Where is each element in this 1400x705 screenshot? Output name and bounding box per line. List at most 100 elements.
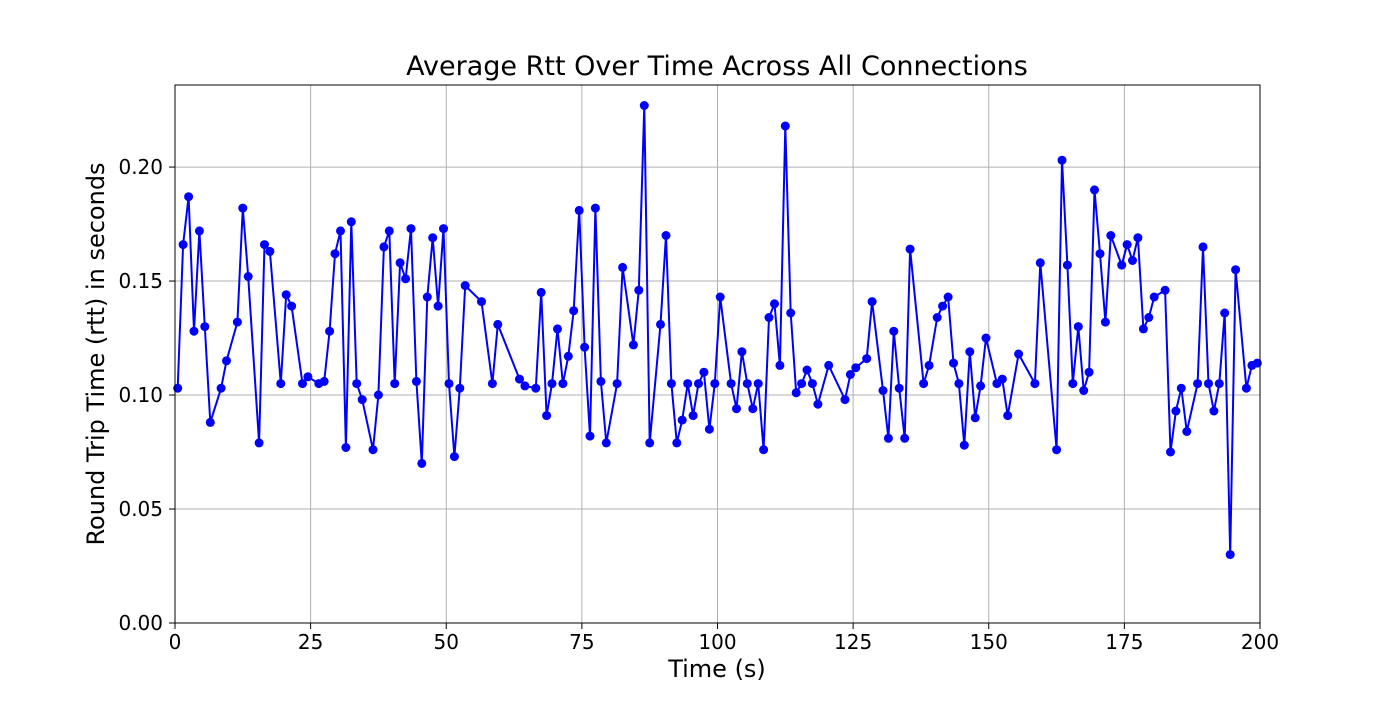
data-point — [1128, 256, 1137, 265]
data-point — [840, 395, 850, 405]
data-point — [574, 205, 584, 215]
data-point — [303, 372, 313, 382]
data-point — [780, 121, 790, 131]
data-point — [672, 438, 682, 448]
data-point — [699, 367, 709, 377]
data-point — [1220, 308, 1230, 318]
data-point — [726, 379, 736, 389]
data-point — [1193, 379, 1203, 389]
data-point — [200, 322, 210, 332]
data-point — [661, 231, 671, 240]
data-point — [1241, 383, 1251, 393]
x-tick-label: 100 — [698, 630, 736, 654]
data-point — [265, 246, 275, 256]
data-point — [1095, 249, 1105, 259]
data-point — [422, 292, 432, 302]
data-point — [395, 258, 405, 268]
data-point — [563, 351, 573, 361]
data-point — [330, 249, 340, 259]
axis-ticks: 0 25 50 75 100 125 150 175 200 0.00 0.05 0.10 0.15 0.… — [118, 155, 1279, 654]
data-point — [932, 313, 942, 322]
data-point — [1204, 379, 1213, 389]
data-point — [694, 379, 703, 389]
data-point — [596, 376, 606, 386]
data-point — [683, 379, 693, 389]
x-tick-label: 200 — [1241, 630, 1279, 654]
data-point — [590, 203, 600, 213]
data-point — [759, 445, 769, 455]
x-tick-label: 125 — [834, 630, 872, 654]
data-point — [585, 431, 595, 441]
y-axis-label: Round Trip Time (rtt) in seconds — [82, 162, 110, 545]
data-point — [737, 347, 747, 357]
data-point — [379, 242, 389, 252]
data-point — [883, 433, 893, 443]
data-point — [493, 319, 503, 329]
data-point — [1079, 386, 1089, 395]
data-point — [580, 342, 590, 352]
y-tick-label: 0.15 — [118, 269, 163, 293]
data-point — [1149, 292, 1159, 302]
data-point — [938, 301, 948, 311]
data-point — [862, 354, 872, 364]
data-point — [1144, 313, 1154, 322]
data-point — [553, 324, 562, 334]
y-tick-label: 0.10 — [118, 383, 163, 407]
data-point — [1062, 260, 1072, 270]
data-point — [373, 390, 383, 400]
data-point — [976, 381, 986, 391]
data-point — [965, 347, 975, 357]
data-point — [753, 379, 763, 389]
x-tick-label: 150 — [970, 630, 1008, 654]
data-point — [618, 262, 628, 272]
data-point — [919, 379, 929, 389]
data-point — [1100, 317, 1110, 327]
data-point — [281, 290, 291, 300]
data-point — [384, 226, 394, 236]
data-point — [797, 379, 807, 389]
data-point — [1122, 240, 1132, 250]
x-tick-label: 175 — [1105, 630, 1143, 654]
data-point — [954, 379, 964, 389]
data-point — [645, 438, 655, 448]
data-point — [878, 386, 888, 395]
data-point — [742, 379, 752, 389]
data-point — [807, 379, 817, 389]
data-point — [1030, 379, 1040, 389]
data-point — [666, 379, 676, 389]
data-point — [656, 319, 665, 329]
data-point — [1106, 231, 1116, 240]
data-point — [612, 379, 622, 389]
data-point — [889, 326, 899, 336]
data-point — [477, 297, 486, 307]
data-point — [764, 313, 774, 322]
data-point — [634, 285, 644, 295]
data-point — [924, 360, 934, 370]
data-point — [1198, 242, 1208, 252]
data-point — [770, 299, 779, 309]
data-point — [368, 445, 378, 455]
data-point — [1214, 379, 1224, 389]
data-point — [775, 360, 785, 370]
data-point — [867, 297, 877, 307]
data-point — [1014, 349, 1024, 359]
data-point — [1090, 185, 1099, 195]
data-point — [222, 356, 231, 366]
data-point — [319, 376, 329, 386]
data-point — [1176, 383, 1186, 393]
data-point — [558, 379, 568, 389]
data-point — [905, 244, 915, 254]
data-point — [688, 411, 698, 421]
data-point — [232, 317, 242, 327]
data-point — [851, 363, 861, 373]
data-point — [1209, 406, 1219, 416]
data-point — [449, 452, 459, 462]
data-point — [189, 326, 199, 336]
data-point — [433, 301, 443, 311]
data-point — [341, 443, 351, 452]
data-point — [184, 192, 194, 202]
x-tick-label: 25 — [298, 630, 323, 654]
data-point — [411, 376, 421, 386]
